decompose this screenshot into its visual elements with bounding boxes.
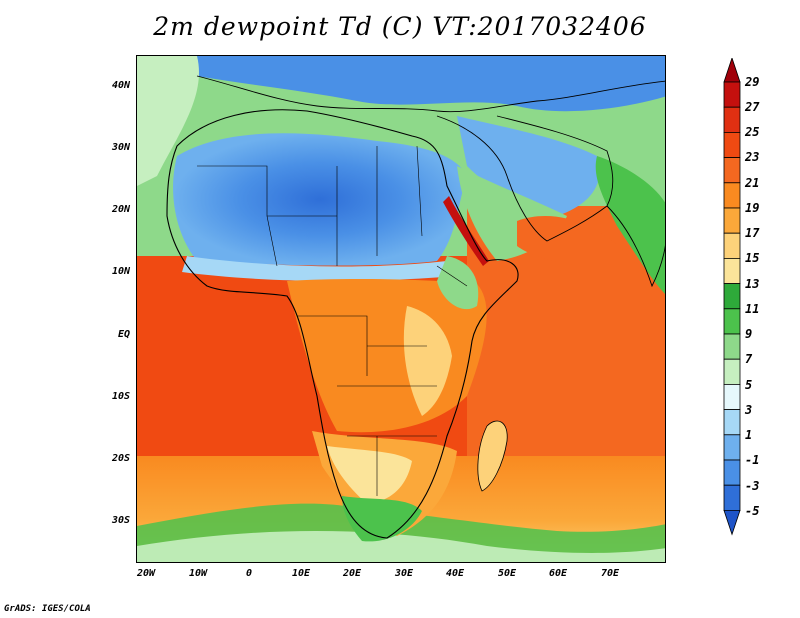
- southern-light-band: [137, 531, 665, 562]
- cbar-label-19: 19: [745, 201, 760, 215]
- arabian-sea-warm: [517, 216, 637, 268]
- cbar-label-1: 1: [745, 428, 753, 442]
- kalahari-pale: [327, 446, 412, 504]
- europe-cool: [197, 56, 665, 112]
- east-africa-highlands: [403, 306, 452, 416]
- cbar-label-17: 17: [745, 226, 760, 240]
- colorbar-bottom-arrow: [723, 509, 741, 536]
- cbar-label-3: 3: [745, 403, 753, 417]
- colorbar-swatch: [723, 459, 741, 486]
- cbar-label-15: 15: [745, 251, 760, 265]
- cbar-label-11: 11: [745, 302, 760, 316]
- cbar-label-27: 27: [745, 100, 760, 114]
- cbar-label-13: 13: [745, 277, 760, 291]
- south-africa-green: [342, 496, 422, 542]
- colorbar-swatch: [723, 81, 741, 108]
- lat-label-eq: EQ: [117, 329, 130, 340]
- colorbar-swatch: [723, 434, 741, 461]
- cbar-label-7: 7: [745, 352, 753, 366]
- colorbar-swatch: [723, 106, 741, 133]
- colorbar-swatch: [723, 257, 741, 284]
- cbar-label-neg3: -3: [745, 479, 760, 493]
- colorbar-swatch: [723, 484, 741, 511]
- atlantic-north-pale: [137, 56, 199, 186]
- colorbar-swatch: [723, 358, 741, 385]
- country-borders: [197, 145, 468, 496]
- colorbar-top-arrow: [723, 58, 741, 83]
- lon-label-50e: 50E: [497, 568, 517, 579]
- lon-label-70e: 70E: [600, 568, 620, 579]
- india-coastline: [606, 205, 665, 288]
- map-canvas: [137, 56, 665, 562]
- lon-label-0: 0: [245, 568, 253, 579]
- lat-label-20s: 20S: [111, 453, 130, 464]
- colorbar: [723, 58, 741, 536]
- lon-label-30e: 30E: [394, 568, 414, 579]
- lon-label-20e: 20E: [342, 568, 362, 579]
- india-green: [595, 156, 665, 294]
- grads-credit: GrADS: IGES/COLA: [4, 604, 91, 614]
- sahel-transition: [182, 256, 457, 281]
- middle-east-dry: [457, 116, 600, 216]
- lat-label-30s: 30S: [111, 515, 130, 526]
- lon-label-20w: 20W: [136, 568, 156, 579]
- lat-label-10n: 10N: [111, 266, 130, 277]
- lon-label-10w: 10W: [188, 568, 208, 579]
- lat-label-20n: 20N: [111, 204, 130, 215]
- colorbar-swatch: [723, 283, 741, 310]
- cbar-label-23: 23: [745, 150, 760, 164]
- dewpoint-map: [136, 55, 666, 563]
- colorbar-swatch: [723, 232, 741, 259]
- colorbar-swatch: [723, 383, 741, 410]
- cbar-label-neg5: -5: [745, 504, 760, 518]
- lat-label-40n: 40N: [111, 80, 130, 91]
- cbar-label-21: 21: [745, 176, 760, 190]
- lon-label-60e: 60E: [548, 568, 568, 579]
- cbar-label-25: 25: [745, 125, 760, 139]
- cbar-label-9: 9: [745, 327, 753, 341]
- lat-label-30n: 30N: [111, 142, 130, 153]
- map-title: 2m dewpoint Td (C) VT:2017032406: [153, 12, 647, 41]
- colorbar-swatch: [723, 182, 741, 209]
- lon-label-40e: 40E: [445, 568, 465, 579]
- arabia-coastline: [436, 115, 614, 242]
- colorbar-swatch: [723, 207, 741, 234]
- colorbar-swatch: [723, 157, 741, 184]
- cbar-label-29: 29: [745, 75, 760, 89]
- ethiopia-green: [437, 256, 479, 310]
- colorbar-swatch: [723, 333, 741, 360]
- lon-label-10e: 10E: [291, 568, 311, 579]
- mediterranean-sea: [277, 96, 445, 135]
- red-sea-warm: [443, 196, 489, 266]
- europe-coastline: [196, 75, 665, 113]
- colorbar-swatch: [723, 409, 741, 436]
- colorbar-swatch: [723, 132, 741, 159]
- colorbar-swatch: [723, 308, 741, 335]
- sahara-dry-zone: [173, 133, 467, 266]
- lat-label-10s: 10S: [111, 391, 130, 402]
- madagascar: [477, 420, 508, 492]
- africa-coastline: [166, 109, 519, 539]
- cbar-label-5: 5: [745, 378, 753, 392]
- cbar-label-neg1: -1: [745, 453, 760, 467]
